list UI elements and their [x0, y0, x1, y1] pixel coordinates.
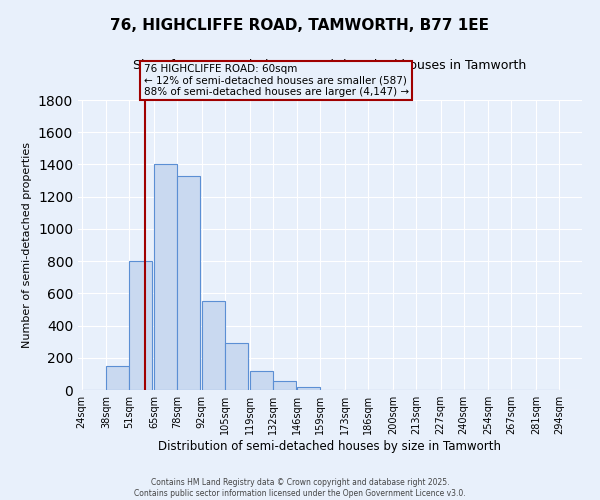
- Bar: [177, 176, 200, 390]
- Bar: [272, 381, 296, 390]
- Y-axis label: Number of semi-detached properties: Number of semi-detached properties: [22, 142, 32, 348]
- Text: 76, HIGHCLIFFE ROAD, TAMWORTH, B77 1EE: 76, HIGHCLIFFE ROAD, TAMWORTH, B77 1EE: [110, 18, 490, 32]
- Text: 76 HIGHCLIFFE ROAD: 60sqm
← 12% of semi-detached houses are smaller (587)
88% of: 76 HIGHCLIFFE ROAD: 60sqm ← 12% of semi-…: [143, 64, 409, 97]
- Bar: [225, 344, 248, 390]
- Bar: [129, 261, 152, 390]
- Bar: [202, 302, 225, 390]
- X-axis label: Distribution of semi-detached houses by size in Tamworth: Distribution of semi-detached houses by …: [158, 440, 502, 453]
- Bar: [154, 164, 177, 390]
- Title: Size of property relative to semi-detached houses in Tamworth: Size of property relative to semi-detach…: [133, 60, 527, 72]
- Bar: [250, 372, 272, 390]
- Text: Contains HM Land Registry data © Crown copyright and database right 2025.
Contai: Contains HM Land Registry data © Crown c…: [134, 478, 466, 498]
- Bar: [297, 387, 320, 390]
- Bar: [106, 366, 129, 390]
